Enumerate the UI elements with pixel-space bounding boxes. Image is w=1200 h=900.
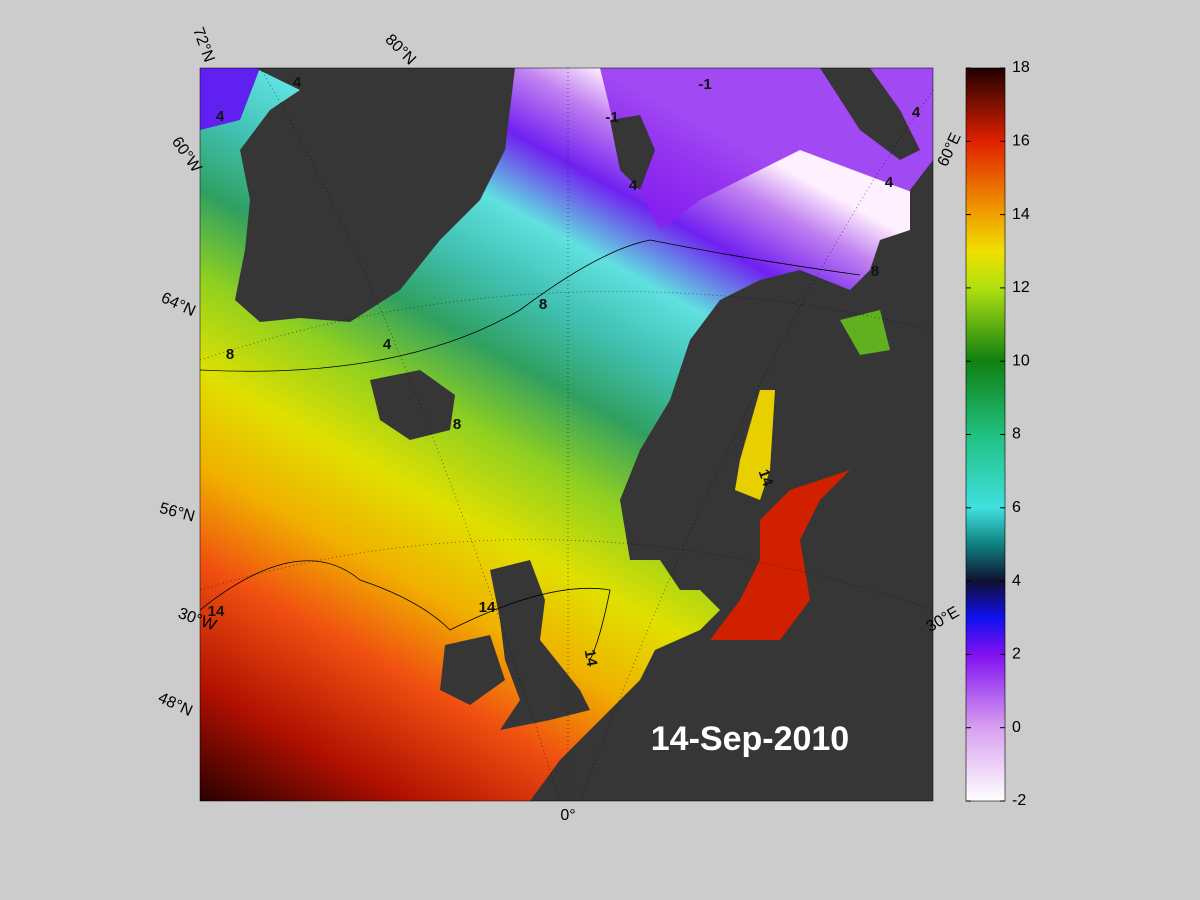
colorbar-tick-label: 14 [1012,206,1030,223]
contour-label: 8 [226,346,234,363]
grid-label: 60°W [168,134,205,177]
contour-label: 14 [479,599,496,616]
colorbar-tick-label: 10 [1012,352,1030,369]
contour-label: 8 [539,296,547,313]
colorbar-tick-label: 16 [1012,133,1030,150]
colorbar-tick-label: 4 [1012,572,1021,589]
contour [200,560,611,661]
date-label: 14-Sep-2010 [651,720,849,758]
grid-label: 60°E [935,130,965,169]
svalbard [610,115,655,190]
colorbar-tick-label: 2 [1012,646,1021,663]
grid-label: 64°N [158,289,198,320]
colorbar-tick-label: -2 [1012,792,1026,809]
europe [530,160,933,801]
colorbar-tick-label: 6 [1012,499,1021,516]
graticule [200,68,933,801]
contour-label: 4 [293,74,302,91]
grid-label: 48°N [155,689,195,720]
iceland [370,370,455,440]
gulf-of-bothnia [735,390,775,500]
contour-label: 14 [208,603,225,620]
grid-label: 56°N [158,500,197,526]
grid-label: 72°N [189,25,217,64]
ireland [440,635,505,705]
colorbar-tick-label: 12 [1012,279,1030,296]
grid-label: 0° [560,807,575,824]
greenland [235,68,515,322]
contour-label: 4 [216,108,225,125]
colorbar-tick-label: 18 [1012,59,1030,76]
cold-water [200,68,260,130]
white-sea [840,310,890,355]
contour-label: 14 [581,648,601,668]
baltic-sea [710,470,850,640]
colorbar [965,67,1006,802]
map [200,68,933,801]
contour-label: 8 [453,416,461,433]
contour-label: 8 [871,263,879,280]
contour-label: 4 [383,336,392,353]
colorbar-tick-label: 0 [1012,719,1021,736]
novaya-zemlya [820,68,920,160]
map-frame [199,67,934,802]
contour-label: 4 [912,104,921,121]
contour-label: 4 [629,177,638,194]
contour-label: -1 [698,76,711,93]
contour [200,239,861,372]
colorbar-axis: -2 0 2 4 6 8 10 12 14 16 18 [966,59,1030,809]
grid-label: 80°N [382,31,419,68]
contour-label: 14 [755,467,777,489]
contour-label: -1 [605,109,618,126]
colorbar-tick-label: 8 [1012,426,1021,443]
contour-label: 4 [885,174,894,191]
